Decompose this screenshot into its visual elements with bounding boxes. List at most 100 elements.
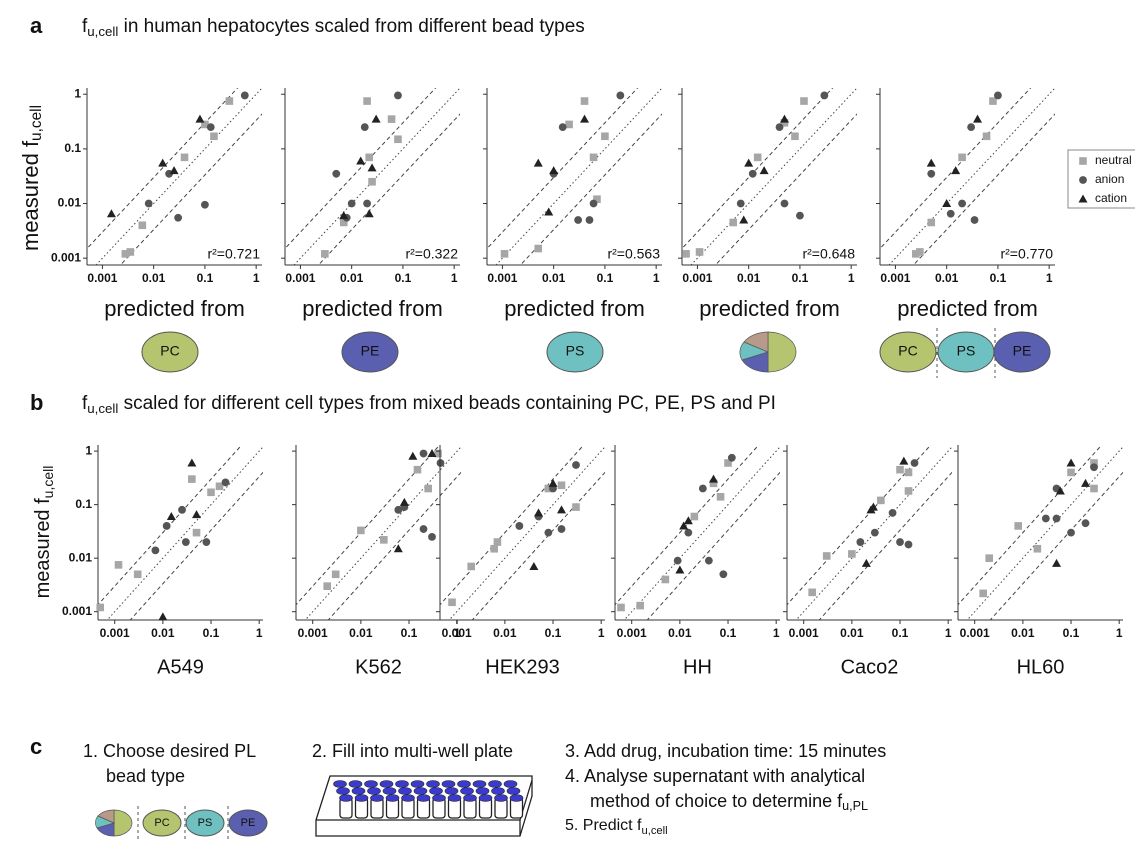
point	[360, 123, 369, 132]
point	[661, 575, 670, 584]
point	[574, 216, 583, 224]
point	[1090, 459, 1098, 467]
y-axis-label: measured fu,cell	[18, 105, 45, 251]
point	[321, 250, 329, 258]
x-tick-label: 0.01	[349, 626, 373, 640]
point	[848, 550, 856, 558]
well-plate	[315, 775, 533, 837]
point	[675, 565, 685, 574]
scatter-plot: 0.001 0.01 0.1 1 r²=0.770 predicted from	[876, 88, 1055, 321]
well-liquid	[509, 794, 524, 802]
x-axis-label: predicted from	[302, 296, 443, 321]
point	[187, 458, 197, 467]
well-liquid	[379, 780, 394, 788]
x-tick-label: 0.01	[493, 626, 517, 640]
point	[428, 532, 436, 541]
reference-line	[129, 471, 263, 620]
annotation: r²=0.721	[207, 246, 260, 262]
point	[364, 209, 374, 218]
point	[636, 601, 644, 610]
title-sub: u,cell	[87, 401, 118, 416]
x-tick-label: 0.001	[960, 626, 990, 640]
point	[467, 562, 475, 571]
bead-label: PS	[198, 817, 213, 829]
point	[357, 526, 365, 535]
point	[698, 484, 707, 493]
point	[896, 538, 904, 546]
annotation: r²=0.648	[802, 246, 855, 262]
point	[210, 132, 218, 141]
x-tick-label: 0.1	[597, 271, 614, 285]
point	[989, 97, 997, 105]
point	[585, 216, 594, 224]
well-liquid	[457, 780, 471, 788]
point	[572, 503, 580, 511]
annotation: r²=0.322	[405, 246, 458, 262]
panel-label: b	[30, 390, 43, 415]
panel-label: c	[30, 734, 42, 759]
point	[1081, 478, 1091, 487]
point	[679, 521, 689, 530]
well-liquid	[351, 787, 366, 795]
point	[673, 556, 682, 565]
legend-label: neutral	[1095, 153, 1132, 167]
point	[549, 166, 559, 175]
x-tick-label: 0.001	[617, 626, 647, 640]
point	[166, 512, 176, 521]
panel-title: fu,cell in human hepatocytes scaled from…	[82, 16, 585, 39]
point	[180, 153, 189, 162]
annotation: r²=0.563	[607, 246, 660, 262]
point	[332, 169, 341, 178]
point	[387, 115, 396, 123]
well-liquid	[503, 780, 518, 788]
scatter-plot: 0.001 0.01 0.1 1 r²=0.648 predicted from	[678, 88, 857, 321]
reference-line	[888, 88, 1055, 265]
title-sub: u,cell	[87, 24, 118, 39]
x-tick-label: 0.001	[789, 626, 819, 640]
text-sub: u,PL	[842, 799, 868, 813]
point	[419, 449, 428, 458]
well-liquid	[370, 794, 384, 802]
point	[1041, 514, 1050, 523]
point	[394, 135, 402, 144]
point	[493, 538, 502, 546]
point	[704, 556, 713, 565]
reference-line	[304, 446, 461, 620]
well-liquid	[463, 794, 477, 802]
point	[729, 218, 738, 227]
well-liquid	[333, 780, 347, 788]
point	[709, 479, 718, 488]
point	[985, 554, 993, 562]
label-sub: u,cell	[40, 466, 56, 499]
point	[942, 199, 952, 208]
scatter-plot: 0.001 0.01 0.1 1 HH	[611, 445, 780, 678]
point	[1081, 519, 1090, 528]
point	[169, 166, 179, 175]
point	[126, 248, 135, 256]
reference-line	[487, 88, 639, 250]
point	[419, 525, 428, 533]
reference-line	[615, 445, 760, 606]
point	[221, 478, 230, 487]
point	[1090, 463, 1098, 472]
point	[565, 120, 573, 129]
x-axis-label: Caco2	[841, 656, 899, 678]
point	[201, 200, 209, 209]
point	[424, 484, 432, 493]
point	[926, 158, 936, 167]
point	[616, 91, 625, 100]
step-text: bead type	[106, 766, 185, 786]
point	[413, 465, 422, 474]
point	[371, 114, 381, 123]
x-axis-label: HEK293	[485, 656, 560, 678]
x-axis-label: predicted from	[699, 296, 840, 321]
point	[158, 612, 168, 621]
scatter-plot: 0.001 0.01 0.1 1 0.001 0.01 0.1 1 r²=0.721 predic…	[51, 86, 262, 321]
point	[96, 603, 105, 612]
point	[970, 216, 979, 224]
well-liquid	[460, 787, 474, 795]
point	[888, 509, 897, 517]
y-tick-label: 0.01	[69, 550, 93, 564]
point	[1052, 514, 1061, 523]
annotation: r²=0.770	[1000, 246, 1053, 262]
